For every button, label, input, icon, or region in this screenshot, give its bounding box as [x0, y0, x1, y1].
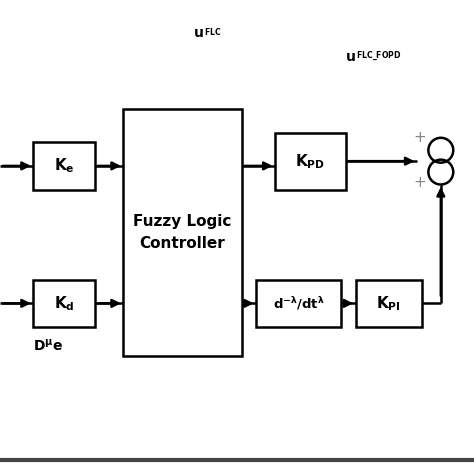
Bar — [275, 133, 346, 190]
Text: $\mathbf{K_d}$: $\mathbf{K_d}$ — [54, 294, 74, 313]
Bar — [356, 280, 422, 327]
Bar — [33, 280, 95, 327]
Text: +: + — [413, 175, 426, 190]
Text: $\mathbf{K_{PD}}$: $\mathbf{K_{PD}}$ — [295, 152, 326, 171]
Text: $\mathbf{K_e}$: $\mathbf{K_e}$ — [54, 156, 74, 175]
Text: $\mathbf{u}$: $\mathbf{u}$ — [345, 50, 356, 64]
Bar — [256, 280, 341, 327]
Text: $\mathbf{D^{\mu}e}$: $\mathbf{D^{\mu}e}$ — [33, 338, 63, 354]
Text: $\mathbf{K_{PI}}$: $\mathbf{K_{PI}}$ — [376, 294, 401, 313]
Text: $_{\mathbf{FLC}}$: $_{\mathbf{FLC}}$ — [204, 27, 221, 39]
Text: $_{\mathbf{FLC\_FOPD}}$: $_{\mathbf{FLC\_FOPD}}$ — [356, 50, 401, 64]
Bar — [33, 142, 95, 190]
Text: Fuzzy Logic
Controller: Fuzzy Logic Controller — [133, 214, 232, 251]
Text: $\mathbf{d^{-\lambda}/dt^{\lambda}}$: $\mathbf{d^{-\lambda}/dt^{\lambda}}$ — [273, 295, 325, 312]
Text: +: + — [413, 130, 426, 145]
Bar — [123, 109, 242, 356]
Text: $\mathbf{u}$: $\mathbf{u}$ — [193, 26, 204, 40]
